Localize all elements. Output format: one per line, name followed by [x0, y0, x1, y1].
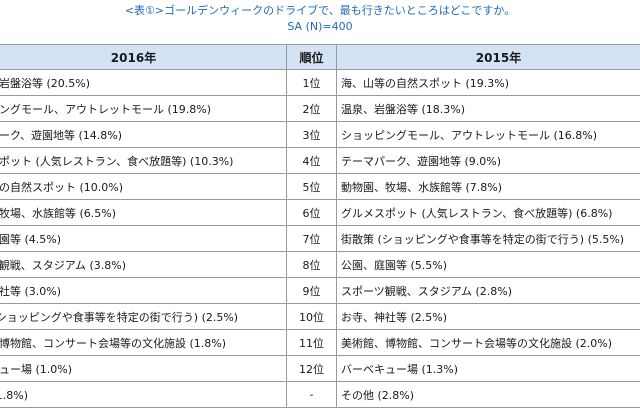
cell-rank: 6位: [287, 200, 337, 226]
header-2016: 2016年: [0, 45, 287, 70]
cell-2016-text: 策 (ショッピングや食事等を特定の街で行う) (2.5%): [0, 309, 238, 325]
cell-2015: 温泉、岩盤浴等 (18.3%): [337, 96, 640, 122]
cell-rank: 10位: [287, 304, 337, 330]
cell-2015: 街散策 (ショッピングや食事等を特定の街で行う) (5.5%): [337, 226, 640, 252]
table-body: 泉、岩盤浴等 (20.5%)1位海、山等の自然スポット (19.3%)ッピングモ…: [0, 70, 640, 408]
cell-2016: ッピングモール、アウトレットモール (19.8%): [0, 96, 287, 122]
table-row: ッピングモール、アウトレットモール (19.8%) 2位温泉、岩盤浴等 (18.3…: [0, 96, 640, 122]
cell-2016: メスポット (人気レストラン、食べ放題等) (10.3%): [0, 148, 287, 174]
cell-2016-text: マパーク、遊園地等 (14.8%): [0, 127, 122, 143]
cell-rank: 8位: [287, 252, 337, 278]
table-row: 他 (1.8%) -その他 (2.8%): [0, 382, 640, 408]
cell-rank: 11位: [287, 330, 337, 356]
cell-2016: 、庭園等 (4.5%): [0, 226, 287, 252]
cell-2016-text: 泉、岩盤浴等 (20.5%): [0, 75, 90, 91]
cell-2015: 美術館、博物館、コンサート会場等の文化施設 (2.0%): [337, 330, 640, 356]
cell-2016: 館、博物館、コンサート会場等の文化施設 (1.8%): [0, 330, 287, 356]
cell-2015: ショッピングモール、アウトレットモール (16.8%): [337, 122, 640, 148]
cell-2016: ーツ観戦、スタジアム (3.8%): [0, 252, 287, 278]
cell-2016-text: 園、牧場、水族館等 (6.5%): [0, 205, 116, 221]
cell-2015: 動物園、牧場、水族館等 (7.8%): [337, 174, 640, 200]
cell-2016-text: 、庭園等 (4.5%): [0, 231, 61, 247]
cell-2015: バーベキュー場 (1.3%): [337, 356, 640, 382]
cell-rank: 3位: [287, 122, 337, 148]
cell-rank: 5位: [287, 174, 337, 200]
header-2015: 2015年: [337, 45, 640, 70]
cell-rank: 12位: [287, 356, 337, 382]
cell-rank: 9位: [287, 278, 337, 304]
cell-2016: 、神社等 (3.0%): [0, 278, 287, 304]
cell-2016: 泉、岩盤浴等 (20.5%): [0, 70, 287, 96]
cell-2016-text: ーツ観戦、スタジアム (3.8%): [0, 257, 126, 273]
cell-2016-text: メスポット (人気レストラン、食べ放題等) (10.3%): [0, 153, 233, 169]
sample-size-label: SA (N)=400: [0, 20, 640, 33]
table-header-row: 2016年 順位 2015年: [0, 45, 640, 70]
cell-rank: 4位: [287, 148, 337, 174]
cell-2016: 園、牧場、水族館等 (6.5%): [0, 200, 287, 226]
cell-2015: テーマパーク、遊園地等 (9.0%): [337, 148, 640, 174]
cell-2016: ベキュー場 (1.0%): [0, 356, 287, 382]
cell-rank: -: [287, 382, 337, 408]
cell-2016-text: 他 (1.8%): [0, 387, 28, 403]
cell-2016-text: 館、博物館、コンサート会場等の文化施設 (1.8%): [0, 335, 226, 351]
cell-2015: 公園、庭園等 (5.5%): [337, 252, 640, 278]
table-row: 策 (ショッピングや食事等を特定の街で行う) (2.5%) 10位お寺、神社等 (…: [0, 304, 640, 330]
cell-rank: 7位: [287, 226, 337, 252]
cell-2015: その他 (2.8%): [337, 382, 640, 408]
cell-2015: 海、山等の自然スポット (19.3%): [337, 70, 640, 96]
header-rank: 順位: [287, 45, 337, 70]
cell-2016-text: ッピングモール、アウトレットモール (19.8%): [0, 101, 211, 117]
cell-2015: スポーツ観戦、スタジアム (2.8%): [337, 278, 640, 304]
cell-2016-text: 山等の自然スポット (10.0%): [0, 179, 123, 195]
cell-rank: 2位: [287, 96, 337, 122]
cell-2016: 他 (1.8%): [0, 382, 287, 408]
table-row: メスポット (人気レストラン、食べ放題等) (10.3%) 4位テーマパーク、遊園…: [0, 148, 640, 174]
cell-2016: 山等の自然スポット (10.0%): [0, 174, 287, 200]
cell-2016: マパーク、遊園地等 (14.8%): [0, 122, 287, 148]
ranking-table: 2016年 順位 2015年 泉、岩盤浴等 (20.5%) 1位海、山等の自然スポ…: [0, 44, 640, 408]
cell-2016-text: 、神社等 (3.0%): [0, 283, 61, 299]
cell-2016: 策 (ショッピングや食事等を特定の街で行う) (2.5%): [0, 304, 287, 330]
cell-2015: お寺、神社等 (2.5%): [337, 304, 640, 330]
cell-2016-text: ベキュー場 (1.0%): [0, 361, 72, 377]
cell-rank: 1位: [287, 70, 337, 96]
cell-2015: グルメスポット (人気レストラン、食べ放題等) (6.8%): [337, 200, 640, 226]
table-title: <表①>ゴールデンウィークのドライブで、最も行きたいところはどこですか。: [0, 4, 640, 17]
table-row: 館、博物館、コンサート会場等の文化施設 (1.8%) 11位美術館、博物館、コンサ…: [0, 330, 640, 356]
table-row: 泉、岩盤浴等 (20.5%) 1位海、山等の自然スポット (19.3%): [0, 70, 640, 96]
